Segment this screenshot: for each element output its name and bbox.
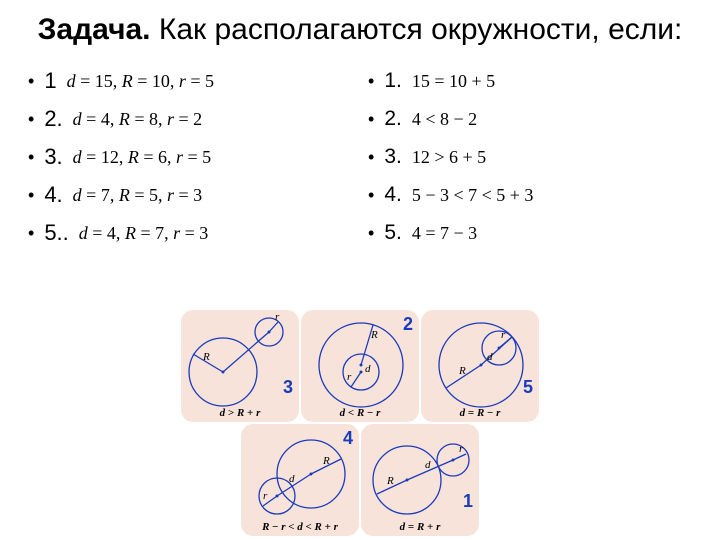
item-formula: 15 = 10 + 5 [412,71,495,92]
svg-text:r: r [347,371,352,383]
diagram-card-5: Rrdd = R − r5 [421,310,539,422]
svg-text:R: R [370,329,378,341]
bullet-icon: • [368,223,374,244]
svg-text:R: R [458,365,466,377]
svg-text:R: R [202,351,210,363]
diagram-caption: d < R − r [301,407,419,419]
list-item: • 5.. d = 4, R = 7, r = 3 [20,214,360,252]
svg-text:R: R [386,475,394,487]
diagram-badge: 3 [283,377,293,398]
item-formula: d = 4, R = 7, r = 3 [79,223,208,244]
list-item: • 4. 5 − 3 < 7 < 5 + 3 [360,176,700,214]
item-formula: d = 15, R = 10, r = 5 [67,71,214,92]
item-formula: 4 = 7 − 3 [412,223,477,244]
list-item: • 2. 4 < 8 − 2 [360,100,700,138]
diagram-card-4: Rr d R − r < d < R + r 4 [241,424,359,536]
diagram-card-2: Rr d d < R − r 2 [301,310,419,422]
diagram-caption: d > R + r [181,407,299,419]
list-item: • 3. d = 12, R = 6, r = 5 [20,138,360,176]
item-number: 5.. [44,220,68,246]
circle-diagram: Rr d [361,424,479,536]
diagram-badge: 2 [403,314,413,335]
columns: • 1 d = 15, R = 10, r = 5 • 2. d = 4, R = 8, … [0,54,720,252]
bullet-icon: • [368,147,374,168]
list-item: • 3. 12 > 6 + 5 [360,138,700,176]
svg-text:d: d [425,459,431,471]
list-item: • 5. 4 = 7 − 3 [360,214,700,252]
diagram-caption: d = R − r [421,407,539,419]
svg-text:R: R [322,455,330,467]
item-number: 2. [384,107,402,131]
svg-text:d: d [487,351,493,363]
left-column: • 1 d = 15, R = 10, r = 5 • 2. d = 4, R = 8, … [20,62,360,252]
diagram-caption: d = R + r [361,521,479,533]
svg-text:d: d [365,363,371,375]
diagram-card-3: Rrd > R + r3 [181,310,299,422]
svg-text:d: d [289,473,295,485]
bullet-icon: • [368,109,374,130]
diagram-badge: 1 [463,491,473,512]
list-item: • 1 d = 15, R = 10, r = 5 [20,62,360,100]
diagram-row-1: Rrd > R + r3Rrdd < R − r2Rrdd = R − r5 [181,310,539,422]
list-item: • 1. 15 = 10 + 5 [360,62,700,100]
bullet-icon: • [28,71,34,92]
item-formula: d = 12, R = 6, r = 5 [73,147,211,168]
circle-diagram: Rr [181,310,299,422]
svg-text:r: r [275,311,280,323]
item-number: 4. [384,183,402,207]
right-column: •1.15 = 10 + 5•2.4 < 8 − 2•3.12 > 6 + 5•… [360,62,700,252]
page-title: Задача. Как располагаются окружности, ес… [0,0,720,54]
diagram-badge: 5 [523,377,533,398]
circle-diagram: Rrd [421,310,539,422]
bullet-icon: • [28,223,34,244]
list-item: • 4. d = 7, R = 5, r = 3 [20,176,360,214]
svg-text:r: r [501,329,506,341]
item-formula: 5 − 3 < 7 < 5 + 3 [412,185,534,206]
bullet-icon: • [28,147,34,168]
item-number: 3. [384,145,402,169]
svg-text:r: r [263,490,268,502]
diagram-caption: R − r < d < R + r [241,521,359,533]
diagram-row-2: Rr d R − r < d < R + r 4 Rr d d = R + r 1 [241,424,479,536]
circle-diagram: Rr d [301,310,419,422]
bullet-icon: • [368,71,374,92]
diagram-card-1: Rr d d = R + r 1 [361,424,479,536]
item-formula: d = 7, R = 5, r = 3 [73,185,202,206]
item-number: 1 [44,68,56,94]
item-number: 4. [44,182,62,208]
item-formula: 12 > 6 + 5 [412,147,486,168]
diagrams: Rrd > R + r3Rrdd < R − r2Rrdd = R − r5 R… [0,310,720,536]
svg-text:r: r [459,443,464,455]
bullet-icon: • [28,185,34,206]
bullet-icon: • [28,109,34,130]
item-number: 1. [384,69,402,93]
item-number: 2. [44,106,62,132]
item-formula: d = 4, R = 8, r = 2 [73,109,202,130]
list-item: • 2. d = 4, R = 8, r = 2 [20,100,360,138]
bullet-icon: • [368,185,374,206]
item-number: 3. [44,144,62,170]
item-number: 5. [384,221,402,245]
diagram-badge: 4 [343,428,353,449]
circle-diagram: Rr d [241,424,359,536]
item-formula: 4 < 8 − 2 [412,109,477,130]
